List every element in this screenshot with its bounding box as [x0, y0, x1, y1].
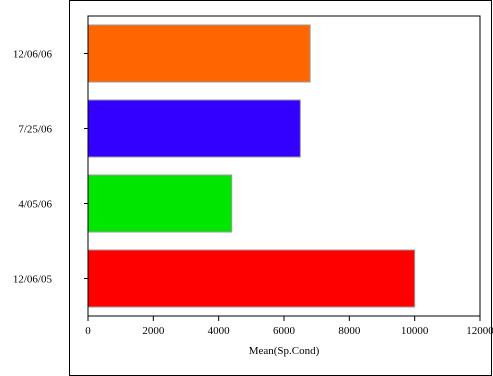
x-axis-title: Mean(Sp.Cond): [249, 345, 320, 357]
bar-12-06-06: [87, 24, 311, 83]
bar-7-25-06: [87, 99, 301, 158]
x-tick-label: 12000: [466, 325, 493, 337]
y-tick-label: 4/05/06: [18, 199, 52, 211]
x-axis-ticks: 0 2000 4000 6000 8000 10000 12000: [85, 316, 493, 337]
x-tick-label: 6000: [273, 325, 296, 337]
x-tick-label: 10000: [401, 325, 429, 337]
y-tick-label: 12/06/05: [13, 274, 53, 286]
bars-layer: [87, 24, 416, 308]
x-tick-label: 2000: [142, 325, 165, 337]
y-axis-ticks: 12/06/05 4/05/06 7/25/06 12/06/06: [13, 49, 88, 286]
plot-frame: [87, 15, 481, 317]
y-tick-label: 12/06/06: [13, 49, 53, 61]
bar-12-06-05: [87, 249, 416, 308]
x-tick-label: 0: [85, 325, 91, 337]
x-tick-label: 4000: [208, 325, 231, 337]
bar-4-05-06: [87, 174, 233, 233]
y-tick-label: 7/25/06: [18, 124, 52, 136]
x-tick-label: 8000: [338, 325, 361, 337]
